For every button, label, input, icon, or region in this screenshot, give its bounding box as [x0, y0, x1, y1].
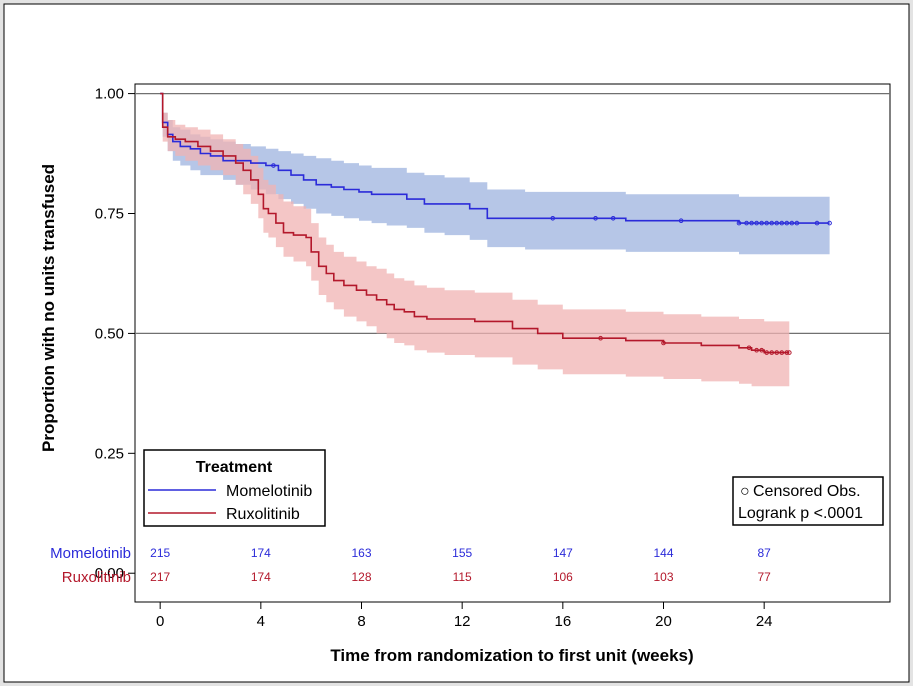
y-tick-label: 0.25	[95, 445, 124, 462]
at-risk-value-momelotinib: 87	[757, 546, 771, 560]
survival-curves	[160, 92, 830, 354]
at-risk-value-momelotinib: 174	[251, 546, 271, 560]
censor-mark-ruxolitinib	[598, 335, 603, 341]
censor-mark-ruxolitinib	[784, 350, 790, 355]
censor-mark-momelotinib	[764, 220, 769, 226]
legend-label-ruxolitinib: Ruxolitinib	[226, 506, 300, 523]
censored-symbol: ○	[740, 483, 750, 500]
y-tick-label: 0.50	[95, 325, 124, 342]
x-tick-label: 20	[655, 613, 672, 630]
censor-mark-ruxolitinib	[661, 340, 666, 346]
at-risk-value-momelotinib: 155	[452, 546, 472, 560]
x-tick-label: 12	[454, 613, 471, 630]
survival-curve-ruxolitinib	[160, 92, 790, 354]
inset-box: ○ Censored Obs. Logrank p <.0001	[732, 476, 884, 526]
y-tick-label: 0.00	[95, 565, 124, 582]
censor-mark-momelotinib	[789, 220, 795, 226]
at-risk-value-ruxolitinib: 217	[150, 570, 170, 584]
censor-mark-momelotinib	[814, 220, 820, 226]
x-tick-label: 8	[357, 613, 365, 630]
censor-mark-momelotinib	[779, 220, 785, 226]
censor-marks	[271, 163, 832, 355]
y-axis-label: Proportion with no units transfused	[39, 164, 58, 452]
censor-mark-ruxolitinib	[754, 347, 759, 353]
at-risk-value-momelotinib: 163	[351, 546, 371, 560]
confidence-band-ruxolitinib	[160, 93, 790, 387]
censor-mark-momelotinib	[678, 218, 684, 223]
x-tick-label: 4	[257, 613, 265, 630]
at-risk-value-ruxolitinib: 128	[351, 570, 371, 584]
at-risk-value-momelotinib: 147	[553, 546, 573, 560]
legend-label-momelotinib: Momelotinib	[226, 483, 312, 500]
confidence-band-momelotinib	[160, 93, 830, 255]
survival-curve-momelotinib	[160, 92, 830, 224]
censor-mark-momelotinib	[550, 215, 556, 221]
logrank-text: Logrank p <.0001	[738, 505, 863, 522]
at-risk-value-momelotinib: 144	[653, 546, 673, 560]
censor-mark-ruxolitinib	[787, 350, 792, 355]
at-risk-label-ruxolitinib: Ruxolitinib	[62, 569, 131, 586]
inset-box-frame	[732, 476, 884, 526]
censor-mark-momelotinib	[610, 215, 616, 221]
confidence-bands	[160, 93, 830, 387]
censor-mark-ruxolitinib	[746, 345, 752, 351]
censor-mark-momelotinib	[271, 163, 276, 168]
censored-label: Censored Obs.	[753, 483, 861, 500]
at-risk-value-ruxolitinib: 115	[453, 570, 472, 584]
censor-mark-momelotinib	[744, 220, 749, 226]
at-risk-table: Momelotinib 215 174 163 155 147 144 87 Ruxolitin…	[50, 545, 771, 586]
censor-mark-momelotinib	[749, 220, 754, 226]
at-risk-value-ruxolitinib: 77	[757, 570, 771, 584]
at-risk-value-ruxolitinib: 174	[251, 570, 271, 584]
x-tick-label: 16	[554, 613, 571, 630]
x-tick-label: 24	[756, 613, 773, 630]
censor-mark-ruxolitinib	[769, 350, 775, 355]
censor-mark-momelotinib	[754, 220, 759, 226]
at-risk-value-ruxolitinib: 103	[653, 570, 673, 584]
at-risk-value-ruxolitinib: 106	[553, 570, 573, 584]
censor-mark-ruxolitinib	[774, 350, 780, 355]
censor-mark-momelotinib	[784, 220, 790, 226]
censor-mark-momelotinib	[774, 220, 780, 226]
y-tick-label: 1.00	[95, 86, 124, 103]
legend-title: Treatment	[196, 459, 273, 476]
axes: 0.00 0.25 0.50 0.75 1.00 0 4 8 12 16 20 24	[95, 86, 773, 630]
y-tick-label: 0.75	[95, 206, 124, 223]
censor-mark-momelotinib	[759, 220, 764, 226]
x-axis-label: Time from randomization to first unit (w…	[330, 646, 693, 665]
censor-mark-momelotinib	[794, 220, 800, 226]
censor-mark-momelotinib	[593, 215, 598, 221]
censor-mark-momelotinib	[769, 220, 775, 226]
censor-mark-ruxolitinib	[759, 347, 764, 353]
legend: Treatment Momelotinib Ruxolitinib	[143, 449, 326, 527]
at-risk-value-momelotinib: 215	[150, 546, 170, 560]
censor-mark-momelotinib	[827, 220, 832, 226]
censor-mark-ruxolitinib	[764, 350, 769, 355]
x-tick-label: 0	[156, 613, 164, 630]
censor-mark-ruxolitinib	[779, 350, 785, 355]
at-risk-label-momelotinib: Momelotinib	[50, 545, 131, 562]
censor-mark-momelotinib	[736, 220, 742, 226]
